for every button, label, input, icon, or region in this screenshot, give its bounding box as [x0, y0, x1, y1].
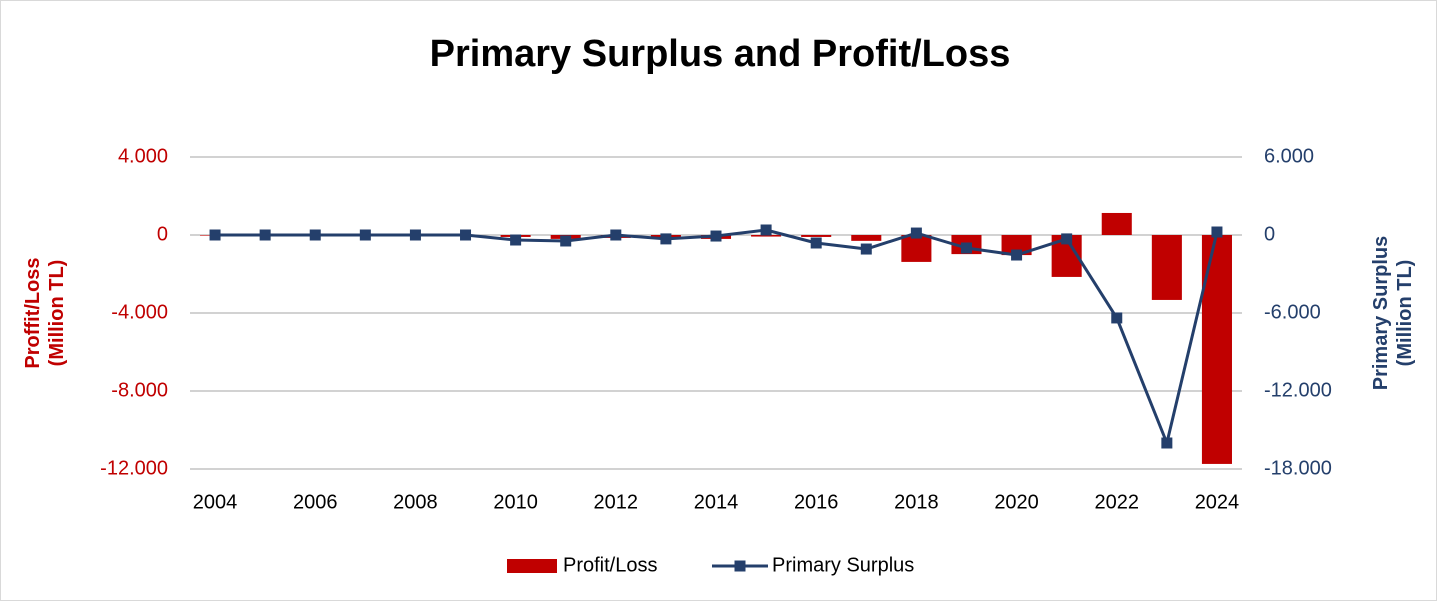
line-marker [409, 229, 421, 241]
chart-title: Primary Surplus and Profit/Loss [430, 33, 1011, 75]
line-marker [510, 234, 522, 246]
x-tick-label: 2010 [493, 491, 538, 513]
y-axis-title-line: (Million TL) [46, 260, 68, 367]
line-marker [610, 229, 622, 241]
y2-tick-label: -12.000 [1264, 379, 1332, 401]
y-tick-label: -4.000 [111, 301, 168, 323]
line-marker [710, 230, 722, 242]
bar [1101, 212, 1132, 235]
line-marker [359, 229, 371, 241]
y2-tick-label: 6.000 [1264, 145, 1314, 167]
y2-tick-label: 0 [1264, 223, 1275, 245]
x-tick-label: 2012 [594, 491, 639, 513]
bar [901, 235, 932, 262]
y2-axis-title: Primary Surplus (Million TL) [1370, 236, 1416, 391]
line-marker [560, 235, 572, 247]
line-marker [259, 229, 271, 241]
line-marker [860, 243, 872, 255]
legend-swatch [507, 559, 557, 573]
y-axis-title-line: Proffit/Loss [22, 257, 44, 368]
bar [851, 235, 882, 241]
x-tick-label: 2020 [994, 491, 1039, 513]
y-axis-title: Proffit/Loss (Million TL) [22, 257, 68, 368]
line-marker [910, 227, 922, 239]
line-marker [960, 242, 972, 254]
line-marker [1161, 437, 1173, 449]
y-tick-label: 0 [157, 223, 168, 245]
x-tick-label: 2024 [1195, 491, 1240, 513]
line-marker [1011, 249, 1023, 261]
bar [1001, 235, 1032, 256]
y2-axis-title-line: (Million TL) [1394, 260, 1416, 367]
line-marker [660, 233, 672, 245]
line-marker [810, 237, 822, 249]
x-tick-label: 2004 [193, 491, 238, 513]
x-tick-label: 2016 [794, 491, 839, 513]
x-tick-label: 2014 [694, 491, 739, 513]
legend-label: Profit/Loss [563, 554, 657, 576]
line-marker [209, 229, 221, 241]
line-marker [309, 229, 321, 241]
legend-marker [734, 560, 746, 572]
y2-tick-label: -6.000 [1264, 301, 1321, 323]
bar [751, 235, 782, 237]
x-tick-label: 2022 [1095, 491, 1140, 513]
x-tick-label: 2006 [293, 491, 338, 513]
y-tick-label: -12.000 [100, 457, 168, 479]
y2-axis-title-line: Primary Surplus [1370, 236, 1392, 391]
legend-label: Primary Surplus [772, 554, 914, 576]
x-tick-label: 2008 [393, 491, 438, 513]
bar [1201, 235, 1232, 464]
x-tick-label: 2018 [894, 491, 939, 513]
y-tick-label: 4.000 [118, 145, 168, 167]
bar [1151, 235, 1182, 300]
line-marker [760, 224, 772, 236]
y2-tick-label: -18.000 [1264, 457, 1332, 479]
line-marker [460, 229, 472, 241]
line-marker [1061, 233, 1073, 245]
line-marker [1211, 226, 1223, 238]
line-marker [1111, 312, 1123, 324]
bar [801, 235, 832, 237]
y-tick-label: -8.000 [111, 379, 168, 401]
